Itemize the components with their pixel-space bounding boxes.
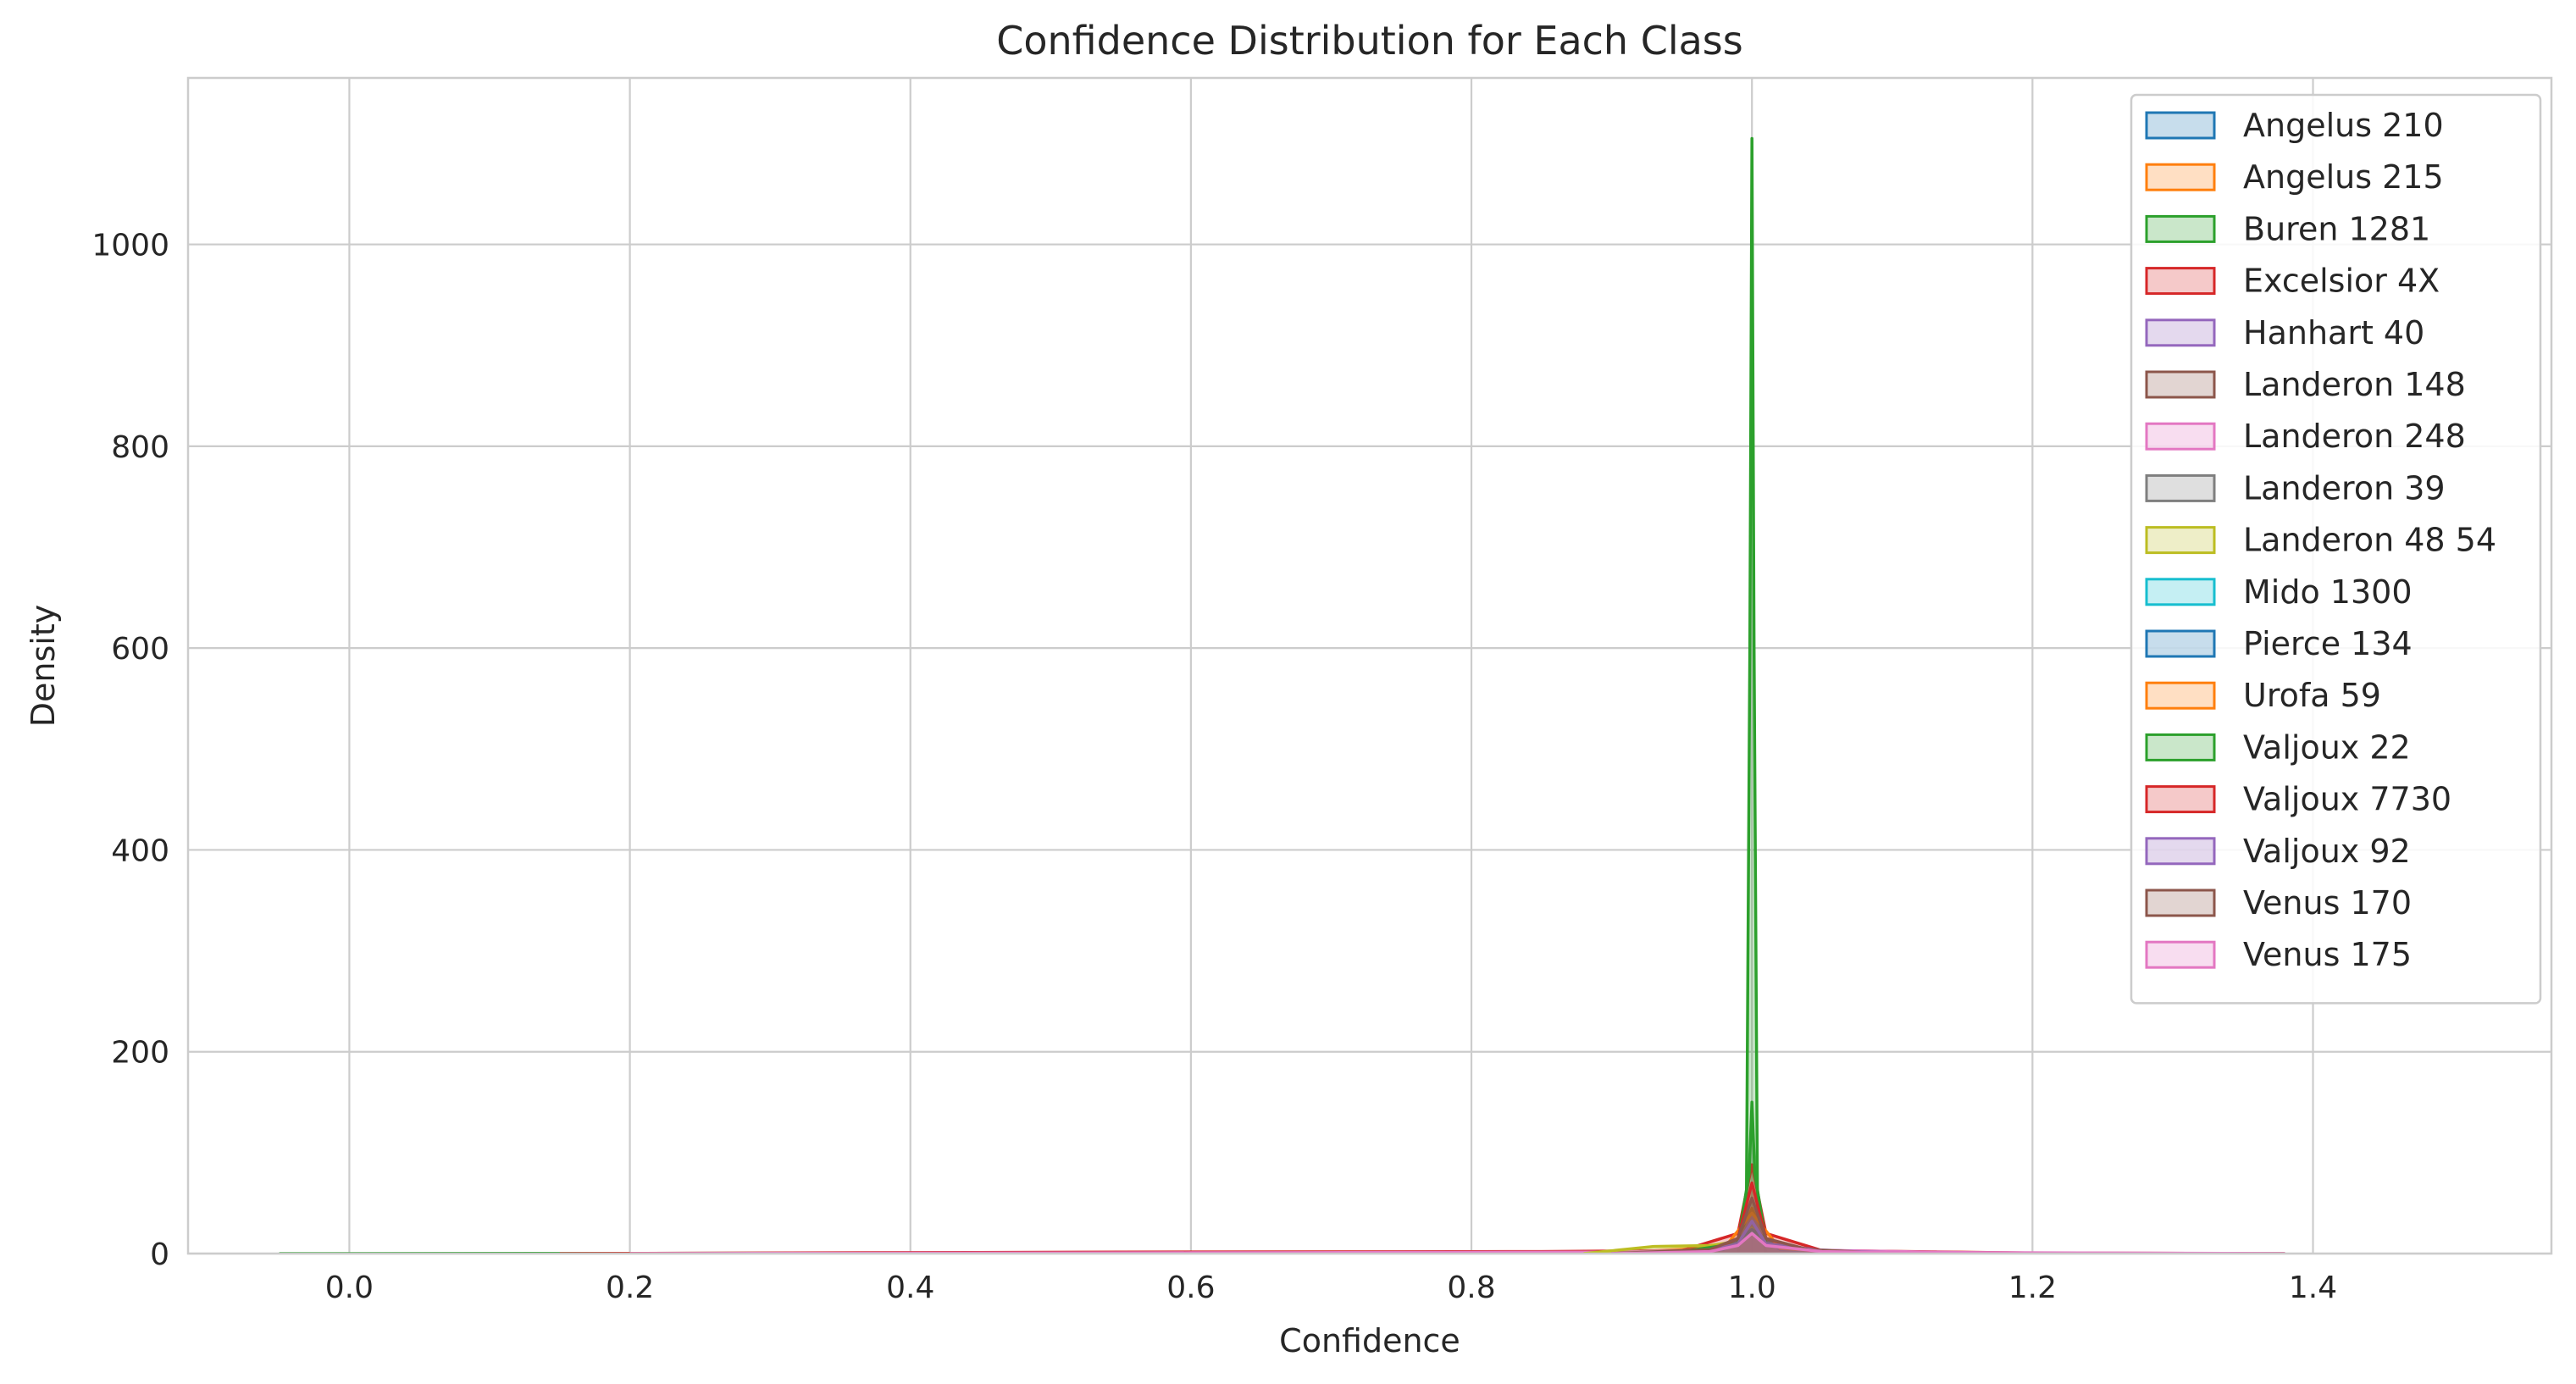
legend-swatch <box>2145 837 2216 866</box>
y-tick-label: 1000 <box>91 229 169 263</box>
legend: Angelus 210 Angelus 215 Buren 1281 Excelsio… <box>2130 93 2542 1005</box>
series-area-fill <box>1611 1225 1920 1254</box>
legend-swatch <box>2145 578 2216 606</box>
x-tick-label: 0.2 <box>606 1271 654 1305</box>
legend-entry-label: Landeron 48 54 <box>2243 522 2496 559</box>
series-area-fill <box>1611 1182 1892 1254</box>
x-tick-label: 1.0 <box>1728 1271 1776 1305</box>
legend-entry-label: Venus 170 <box>2243 884 2412 922</box>
series-area-fill <box>1611 1198 1892 1254</box>
series-line <box>1611 1232 1963 1254</box>
legend-swatch <box>2145 267 2216 296</box>
legend-swatch <box>2145 163 2216 191</box>
x-tick-label: 1.2 <box>2008 1271 2057 1305</box>
legend-swatch <box>2145 214 2216 243</box>
legend-entry-label: Buren 1281 <box>2243 210 2430 247</box>
legend-entry-label: Venus 175 <box>2243 936 2412 973</box>
legend-entry-label: Excelsior 4X <box>2243 263 2440 300</box>
plot-frame <box>186 76 2553 1255</box>
legend-entry-label: Angelus 210 <box>2243 107 2444 144</box>
y-axis-label: Density <box>25 605 62 727</box>
legend-entry-label: Valjoux 92 <box>2243 833 2411 870</box>
series-area-fill <box>1611 1231 1920 1254</box>
y-axis-ticks: 0 200 400 600 800 1000 <box>91 229 169 1272</box>
chart-title: Confidence Distribution for Each Class <box>996 18 1742 64</box>
legend-entry-label: Landeron 39 <box>2243 469 2446 507</box>
legend-swatch <box>2145 889 2216 917</box>
legend-entry-label: Hanhart 40 <box>2243 314 2424 352</box>
legend-swatch <box>2145 940 2216 969</box>
series-area-fill <box>1611 1221 1920 1254</box>
legend-entry-label: Pierce 134 <box>2243 625 2413 662</box>
series-area-fill <box>1667 1102 1836 1254</box>
y-tick-label: 400 <box>111 833 169 868</box>
x-tick-label: 0.8 <box>1447 1271 1495 1305</box>
legend-swatch <box>2145 629 2216 658</box>
legend-swatch <box>2145 318 2216 347</box>
legend-entry-label: Landeron 148 <box>2243 366 2466 403</box>
legend-entry-label: Urofa 59 <box>2243 677 2381 714</box>
legend-entry-label: Angelus 215 <box>2243 158 2444 196</box>
legend-swatch <box>2145 473 2216 502</box>
legend-entry-label: Valjoux 7730 <box>2243 781 2451 818</box>
legend-swatch <box>2145 681 2216 710</box>
x-axis-label: Confidence <box>1279 1322 1460 1359</box>
legend-swatch <box>2145 370 2216 399</box>
series-area-fill <box>1611 1233 1963 1254</box>
legend-swatch <box>2145 785 2216 814</box>
y-tick-label: 800 <box>111 430 169 465</box>
legend-swatch <box>2145 526 2216 555</box>
x-tick-label: 0.4 <box>886 1271 934 1305</box>
x-tick-label: 0.6 <box>1166 1271 1215 1305</box>
legend-entry-label: Mido 1300 <box>2243 573 2413 611</box>
legend-entry-label: Valjoux 22 <box>2243 728 2411 766</box>
series-area-fill <box>1583 1231 1920 1254</box>
legend-swatch <box>2145 733 2216 761</box>
y-tick-label: 200 <box>111 1036 169 1071</box>
legend-entry-label: Landeron 248 <box>2243 418 2466 455</box>
x-tick-label: 0.0 <box>325 1271 374 1305</box>
x-tick-label: 1.4 <box>2289 1271 2337 1305</box>
series-area-fill <box>1639 1229 1864 1254</box>
x-axis-ticks: 0.0 0.2 0.4 0.6 0.8 1.0 1.2 1.4 <box>325 1271 2337 1305</box>
legend-box <box>2130 93 2542 1005</box>
legend-swatch <box>2145 422 2216 451</box>
legend-swatch <box>2145 111 2216 140</box>
y-tick-label: 600 <box>111 632 169 667</box>
y-tick-label: 0 <box>150 1237 169 1272</box>
